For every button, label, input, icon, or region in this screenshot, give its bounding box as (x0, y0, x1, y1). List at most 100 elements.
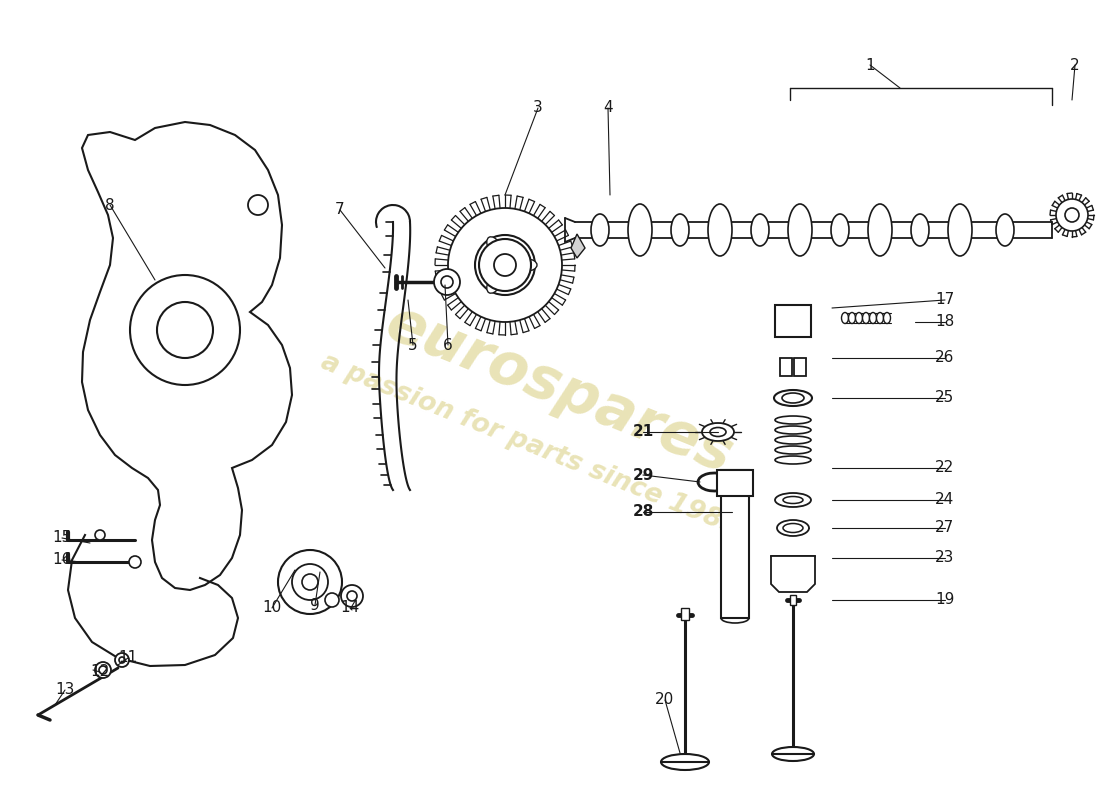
Bar (717, 470, 754, 496)
Ellipse shape (776, 436, 811, 444)
Ellipse shape (868, 204, 892, 256)
Text: 10: 10 (263, 601, 282, 615)
Text: 28: 28 (632, 505, 653, 519)
Circle shape (116, 653, 129, 667)
Ellipse shape (671, 214, 689, 246)
Ellipse shape (842, 313, 848, 323)
Bar (790, 595, 796, 605)
Text: 16: 16 (53, 553, 72, 567)
Circle shape (95, 530, 104, 540)
Text: a passion for parts since 1985: a passion for parts since 1985 (317, 349, 742, 541)
Text: 7: 7 (336, 202, 344, 218)
Text: eurospares: eurospares (378, 294, 741, 486)
Circle shape (248, 195, 268, 215)
Ellipse shape (702, 423, 734, 441)
Ellipse shape (628, 204, 652, 256)
Text: 2: 2 (1070, 58, 1080, 73)
Circle shape (302, 574, 318, 590)
Ellipse shape (856, 313, 862, 323)
Ellipse shape (776, 493, 811, 507)
Text: 3: 3 (534, 101, 543, 115)
Ellipse shape (772, 747, 814, 761)
Bar (780, 358, 792, 376)
Circle shape (1056, 199, 1088, 231)
Circle shape (1065, 208, 1079, 222)
Text: 11: 11 (119, 650, 138, 666)
Text: 4: 4 (603, 101, 613, 115)
Circle shape (95, 662, 111, 678)
Circle shape (341, 585, 363, 607)
Ellipse shape (487, 237, 502, 255)
Circle shape (324, 593, 339, 607)
Text: 21: 21 (632, 425, 653, 439)
Ellipse shape (776, 426, 811, 434)
Ellipse shape (783, 497, 803, 503)
Text: 24: 24 (935, 493, 955, 507)
Text: 1: 1 (866, 58, 874, 73)
Circle shape (292, 564, 328, 600)
Polygon shape (82, 122, 292, 590)
Ellipse shape (783, 523, 803, 533)
Ellipse shape (911, 214, 930, 246)
Text: 6: 6 (443, 338, 453, 353)
Text: 9: 9 (310, 598, 320, 613)
Circle shape (346, 591, 358, 601)
Circle shape (434, 269, 460, 295)
Text: 18: 18 (935, 314, 955, 330)
Text: 26: 26 (935, 350, 955, 366)
Text: 27: 27 (935, 521, 955, 535)
Polygon shape (771, 556, 815, 592)
Text: 14: 14 (340, 601, 360, 615)
Circle shape (99, 666, 107, 674)
Ellipse shape (848, 313, 856, 323)
Text: 19: 19 (935, 593, 955, 607)
Text: 5: 5 (408, 338, 418, 353)
Bar (776, 305, 811, 337)
Bar (720, 470, 749, 618)
Ellipse shape (948, 204, 972, 256)
Ellipse shape (877, 313, 883, 323)
Circle shape (478, 239, 531, 291)
Ellipse shape (782, 393, 804, 403)
Circle shape (448, 208, 562, 322)
Ellipse shape (788, 204, 812, 256)
Text: 15: 15 (53, 530, 72, 546)
Text: 20: 20 (656, 693, 674, 707)
Bar (794, 358, 806, 376)
Ellipse shape (776, 446, 811, 454)
Ellipse shape (708, 204, 732, 256)
Ellipse shape (487, 275, 502, 294)
Circle shape (157, 302, 213, 358)
Text: 25: 25 (935, 390, 955, 406)
Bar (681, 608, 689, 620)
Ellipse shape (774, 390, 812, 406)
Text: 29: 29 (632, 467, 653, 482)
Ellipse shape (661, 754, 710, 770)
Circle shape (475, 235, 535, 295)
Ellipse shape (591, 214, 609, 246)
Circle shape (129, 556, 141, 568)
Text: 23: 23 (935, 550, 955, 566)
Ellipse shape (777, 520, 808, 536)
Text: 17: 17 (935, 293, 955, 307)
Circle shape (119, 657, 125, 663)
Ellipse shape (751, 214, 769, 246)
Circle shape (494, 254, 516, 276)
Text: 8: 8 (106, 198, 114, 213)
Ellipse shape (869, 313, 877, 323)
Ellipse shape (862, 313, 869, 323)
Ellipse shape (996, 214, 1014, 246)
Ellipse shape (710, 427, 726, 437)
Text: 22: 22 (935, 461, 955, 475)
Circle shape (130, 275, 240, 385)
Polygon shape (571, 234, 585, 258)
Ellipse shape (883, 313, 891, 323)
Text: 12: 12 (90, 665, 110, 679)
Circle shape (441, 276, 453, 288)
Ellipse shape (776, 416, 811, 424)
Ellipse shape (776, 456, 811, 464)
Ellipse shape (517, 259, 537, 271)
Ellipse shape (830, 214, 849, 246)
Text: 13: 13 (55, 682, 75, 698)
Circle shape (278, 550, 342, 614)
